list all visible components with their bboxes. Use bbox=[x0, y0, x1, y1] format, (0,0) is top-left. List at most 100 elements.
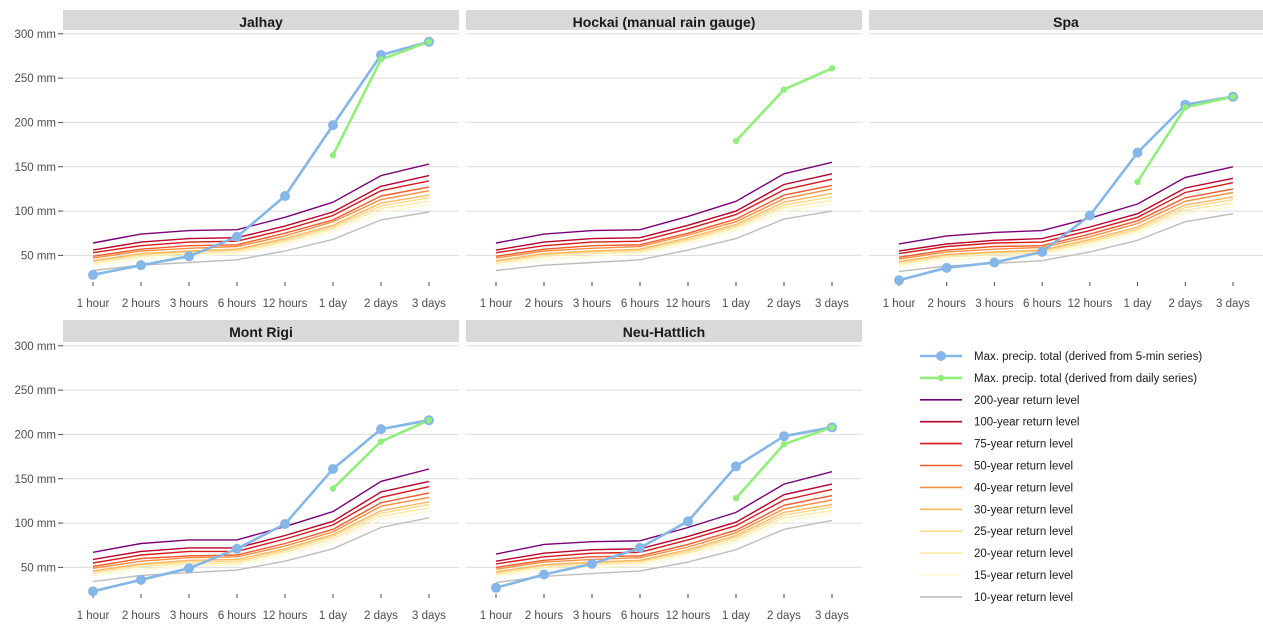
legend-item: 20-year return level bbox=[920, 548, 1073, 560]
x-tick-label: 3 hours bbox=[170, 610, 209, 622]
return-level-200-line bbox=[92, 163, 430, 244]
series-5min-line bbox=[92, 418, 430, 593]
series-daily-point bbox=[828, 65, 836, 72]
legend-item: 200-year return level bbox=[920, 395, 1079, 407]
x-tick-label: 2 days bbox=[1168, 298, 1202, 310]
x-tick-label: 1 day bbox=[722, 298, 750, 310]
return-level-100-line bbox=[92, 174, 430, 251]
series-5min-point bbox=[779, 431, 789, 442]
legend-item: 25-year return level bbox=[920, 526, 1073, 538]
return-level-15-line bbox=[495, 513, 833, 577]
return-level-15-line bbox=[898, 205, 1234, 267]
legend-item: 50-year return level bbox=[920, 461, 1073, 473]
series-5min-point bbox=[894, 275, 904, 286]
facet-title: Hockai (manual rain gauge) bbox=[573, 14, 756, 30]
y-tick-label: 200 mm bbox=[14, 117, 56, 129]
return-level-100-line bbox=[495, 483, 833, 562]
x-tick-label: 3 hours bbox=[170, 298, 209, 310]
legend-label: 75-year return level bbox=[974, 439, 1073, 451]
series-5min-point bbox=[1084, 210, 1095, 221]
return-level-10-line bbox=[92, 517, 430, 583]
return-level-30-line bbox=[495, 503, 833, 573]
series-daily-point bbox=[425, 38, 433, 45]
legend-item: 10-year return level bbox=[920, 592, 1073, 604]
x-tick-label: 6 hours bbox=[621, 610, 660, 622]
return-level-75-line bbox=[92, 180, 430, 254]
facet-panel-1: Hockai (manual rain gauge) 1 hour 2 hours 3… bbox=[466, 10, 862, 310]
x-tick-label: 6 hours bbox=[218, 610, 257, 622]
x-tick-label: 2 hours bbox=[122, 298, 161, 310]
x-tick-label: 3 hours bbox=[573, 298, 612, 310]
x-tick-label: 2 days bbox=[767, 298, 801, 310]
series-5min-point bbox=[280, 518, 290, 529]
legend-swatch-point bbox=[937, 374, 945, 382]
facet-panel-2: Spa 1 hour 2 hours 3 hours 6 hours 12 hours 1 … bbox=[869, 10, 1263, 310]
series-daily-line bbox=[735, 67, 833, 142]
legend-item: 75-year return level bbox=[920, 439, 1073, 451]
x-tick-label: 1 hour bbox=[480, 610, 513, 622]
x-tick-label: 1 day bbox=[722, 610, 750, 622]
y-tick-label: 100 mm bbox=[14, 206, 56, 218]
x-tick-label: 1 day bbox=[1124, 298, 1152, 310]
return-level-30-line bbox=[898, 196, 1234, 263]
facet-panel-3: Mont Rigi 50 mm 100 mm 150 mm 200 mm 250 mm 30… bbox=[14, 320, 459, 622]
facet-strip bbox=[63, 10, 459, 30]
return-level-40-line bbox=[495, 499, 833, 570]
return-level-15-line bbox=[92, 204, 430, 266]
legend-label: Max. precip. total (derived from daily s… bbox=[974, 373, 1197, 385]
y-tick-label: 150 mm bbox=[14, 162, 56, 174]
facet-strip bbox=[869, 10, 1263, 30]
x-tick-label: 3 days bbox=[1216, 298, 1250, 310]
series-daily-point bbox=[1182, 104, 1189, 111]
legend-label: 20-year return level bbox=[974, 548, 1073, 560]
x-tick-label: 2 hours bbox=[928, 298, 967, 310]
series-daily-point bbox=[828, 424, 836, 431]
y-tick-label: 100 mm bbox=[14, 518, 56, 530]
series-5min-point bbox=[1132, 147, 1143, 158]
return-level-75-line bbox=[495, 488, 833, 565]
x-tick-label: 12 hours bbox=[666, 298, 711, 310]
legend-label: 25-year return level bbox=[974, 526, 1073, 538]
x-tick-label: 3 hours bbox=[975, 298, 1014, 310]
return-level-200-line bbox=[92, 468, 430, 553]
x-tick-label: 1 hour bbox=[480, 298, 513, 310]
series-daily-point bbox=[780, 86, 788, 93]
series-5min-line bbox=[898, 95, 1234, 282]
x-tick-label: 12 hours bbox=[666, 610, 711, 622]
return-level-20-line bbox=[495, 199, 833, 265]
series-5min-point bbox=[184, 251, 194, 262]
series-daily-point bbox=[329, 152, 337, 159]
return-level-40-line bbox=[495, 188, 833, 259]
x-tick-label: 3 days bbox=[412, 610, 446, 622]
legend-label: 15-year return level bbox=[974, 570, 1073, 582]
return-level-20-line bbox=[92, 507, 430, 575]
series-5min-point bbox=[989, 257, 1000, 268]
legend-item: Max. precip. total (derived from 5-min s… bbox=[920, 351, 1202, 363]
series-5min-point bbox=[539, 569, 549, 580]
facet-title: Mont Rigi bbox=[229, 324, 293, 340]
facet-panel-0: Jalhay 50 mm 100 mm 150 mm 200 mm 250 mm 300 m… bbox=[14, 10, 459, 310]
legend-label: 10-year return level bbox=[974, 592, 1073, 604]
return-level-10-line bbox=[495, 519, 833, 584]
return-level-200-line bbox=[898, 166, 1234, 245]
series-daily-point bbox=[377, 438, 385, 445]
x-tick-label: 3 days bbox=[412, 298, 446, 310]
facet-title: Spa bbox=[1053, 14, 1079, 30]
return-level-25-line bbox=[92, 503, 430, 573]
return-level-25-line bbox=[495, 196, 833, 263]
series-5min-point bbox=[232, 543, 242, 554]
x-tick-label: 12 hours bbox=[1067, 298, 1112, 310]
x-tick-label: 6 hours bbox=[621, 298, 660, 310]
x-tick-label: 1 day bbox=[319, 298, 347, 310]
series-5min-point bbox=[941, 262, 952, 273]
return-level-25-line bbox=[92, 197, 430, 263]
facet-title: Jalhay bbox=[239, 14, 283, 30]
series-5min-point bbox=[136, 574, 146, 585]
y-tick-label: 200 mm bbox=[14, 429, 56, 441]
return-level-75-line bbox=[495, 178, 833, 254]
x-tick-label: 2 days bbox=[364, 610, 398, 622]
y-tick-label: 300 mm bbox=[14, 29, 56, 41]
return-level-40-line bbox=[898, 191, 1234, 260]
